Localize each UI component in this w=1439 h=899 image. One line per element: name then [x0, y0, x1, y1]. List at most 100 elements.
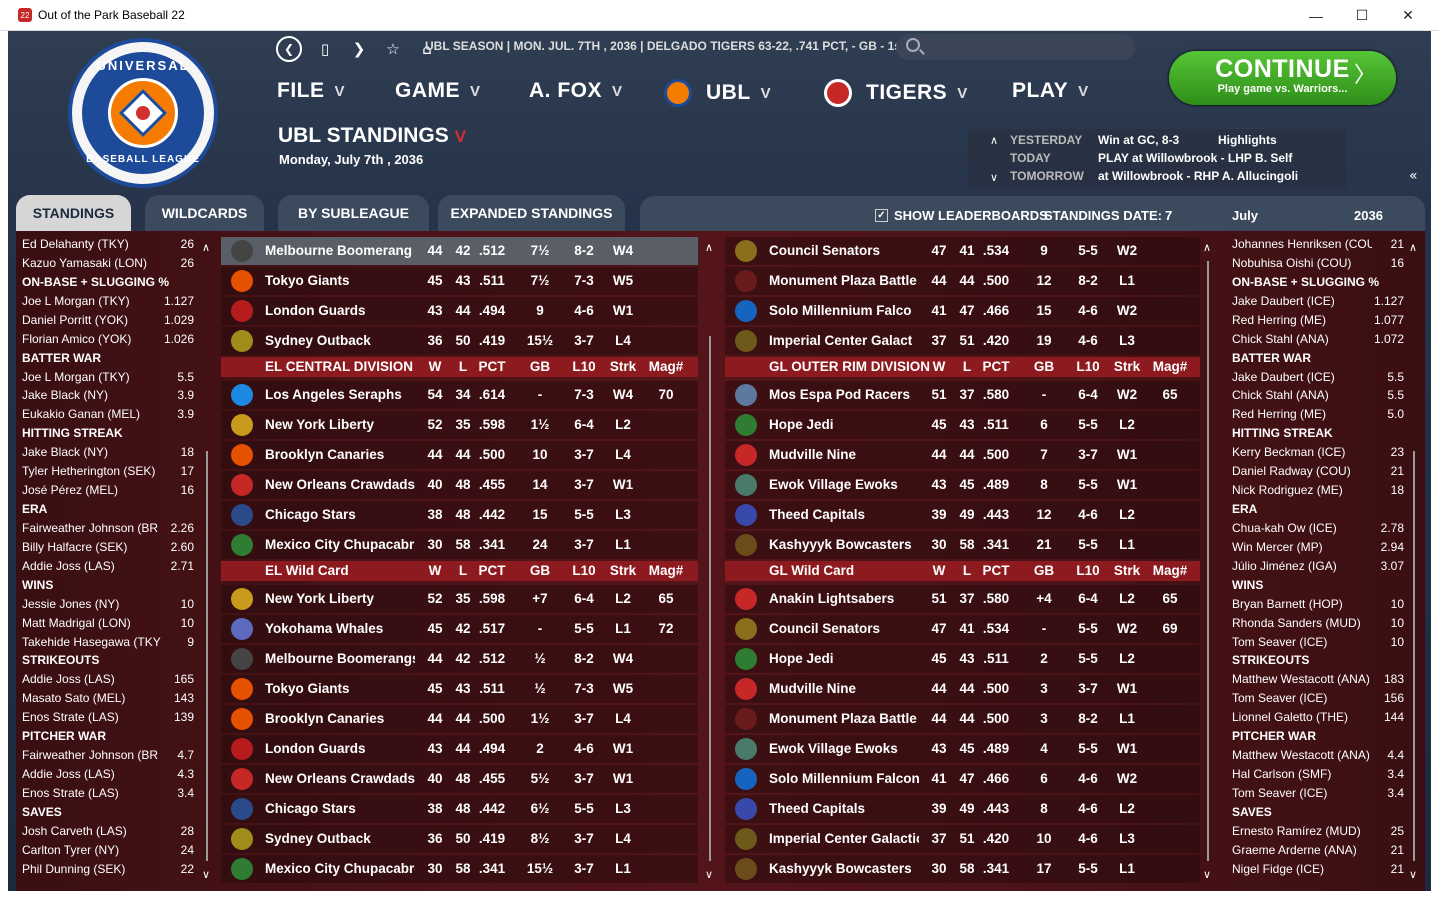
team-row[interactable]: Brooklyn Canaries 44 44 .500 10 3-7 L4 [221, 441, 698, 469]
team-row[interactable]: Council Senators 47 41 .534 9 5-5 W2 [725, 237, 1200, 265]
team-row[interactable]: Tokyo Giants 45 43 .511 ½ 7-3 W5 [221, 675, 698, 703]
team-row[interactable]: Hope Jedi 45 43 .511 6 5-5 L2 [725, 411, 1200, 439]
leader-entry[interactable]: Tom Seaver (ICE) 156 [1232, 691, 1404, 709]
team-row[interactable]: Theed Capitals 39 49 .443 8 4-6 L2 [725, 795, 1200, 823]
leader-entry[interactable]: Tyler Hetherington (SEK) 17 [22, 464, 194, 482]
team-row[interactable]: Imperial Center Galact 37 51 .420 19 4-6 L3 [725, 327, 1200, 355]
column-header[interactable]: L10 [572, 563, 596, 578]
team-row[interactable]: Mexico City Chupacabr 30 58 .341 24 3-7 L1 [221, 531, 698, 559]
team-name[interactable]: Mexico City Chupacabres [265, 861, 415, 876]
column-header[interactable]: W [932, 359, 946, 374]
home-icon[interactable]: ⌂ [422, 40, 432, 58]
leader-entry[interactable]: Jake Daubert (ICE) 5.5 [1232, 370, 1404, 388]
team-row[interactable]: Chicago Stars 38 48 .442 6½ 5-5 L3 [221, 795, 698, 823]
leader-entry[interactable]: Jake Black (NY) 18 [22, 445, 194, 463]
team-row[interactable]: Sydney Outback 36 50 .419 8½ 3-7 L4 [221, 825, 698, 853]
team-row[interactable]: Chicago Stars 38 48 .442 15 5-5 L3 [221, 501, 698, 529]
team-row[interactable]: Tokyo Giants 45 43 .511 7½ 7-3 W5 [221, 267, 698, 295]
team-name[interactable]: Kashyyyk Bowcasters [769, 537, 912, 552]
date-month-select[interactable]: July [1232, 208, 1259, 223]
team-row[interactable]: Hope Jedi 45 43 .511 2 5-5 L2 [725, 645, 1200, 673]
leader-entry[interactable]: Johannes Henriksen (COU 21 [1232, 237, 1404, 255]
team-name[interactable]: Anakin Lightsabers [769, 591, 895, 606]
leader-entry[interactable]: Addie Joss (LAS) 165 [22, 672, 194, 690]
team-name[interactable]: London Guards [265, 741, 366, 756]
column-header[interactable]: L10 [1076, 563, 1100, 578]
team-name[interactable]: Imperial Center Galactic Al [769, 831, 919, 846]
tab-wildcards[interactable]: WILDCARDS [145, 195, 264, 231]
column-header[interactable]: L10 [572, 359, 596, 374]
close-button[interactable]: ✕ [1402, 7, 1414, 23]
leader-entry[interactable]: Chick Stahl (ANA) 5.5 [1232, 388, 1404, 406]
team-row[interactable]: London Guards 43 44 .494 9 4-6 W1 [221, 297, 698, 325]
team-row[interactable]: New Orleans Crawdads 40 48 .455 5½ 3-7 W1 [221, 765, 698, 793]
leader-entry[interactable]: Hal Carlson (SMF) 3.4 [1232, 767, 1404, 785]
leader-entry[interactable]: Daniel Porritt (YOK) 1.029 [22, 313, 194, 331]
column-header[interactable]: GB [1033, 359, 1055, 374]
tab-expanded-standings[interactable]: EXPANDED STANDINGS [438, 195, 625, 231]
team-name[interactable]: Yokohama Whales [265, 621, 384, 636]
team-name[interactable]: Sydney Outback [265, 831, 371, 846]
page-title[interactable]: UBL STANDINGS V [278, 124, 467, 147]
team-name[interactable]: Mexico City Chupacabr [265, 537, 415, 552]
team-row[interactable]: Melbourne Boomerang 44 42 .512 7½ 8-2 W4 [221, 237, 698, 265]
continue-button[interactable]: CONTINUE Play game vs. Warriors... 〉 [1169, 51, 1396, 105]
team-row[interactable]: Melbourne Boomerangs 44 42 .512 ½ 8-2 W4 [221, 645, 698, 673]
team-row[interactable]: Los Angeles Seraphs 54 34 .614 - 7-3 W4 70 [221, 381, 698, 409]
leader-entry[interactable]: Eukakio Ganan (MEL) 3.9 [22, 407, 194, 425]
team-name[interactable]: Brooklyn Canaries [265, 447, 385, 462]
menu-file[interactable]: FILE V [277, 79, 346, 102]
leader-entry[interactable]: Júlio Jiménez (IGA) 3.07 [1232, 559, 1404, 577]
leader-entry[interactable]: Carlton Tyrer (NY) 24 [22, 843, 194, 861]
maximize-button[interactable]: ☐ [1355, 7, 1369, 23]
leader-entry[interactable]: Lionnel Galetto (THE) 144 [1232, 710, 1404, 728]
leader-entry[interactable]: Takehide Hasegawa (TKY 9 [22, 635, 194, 653]
leader-entry[interactable]: Addie Joss (LAS) 4.3 [22, 767, 194, 785]
leader-entry[interactable]: Matt Madrigal (LON) 10 [22, 616, 194, 634]
team-name[interactable]: Brooklyn Canaries [265, 711, 385, 726]
leader-entry[interactable]: Jake Daubert (ICE) 1.127 [1232, 294, 1404, 312]
team-name[interactable]: New York Liberty [265, 591, 375, 606]
leader-entry[interactable]: Win Mercer (MP) 2.94 [1232, 540, 1404, 558]
team-name[interactable]: Sydney Outback [265, 333, 371, 348]
team-name[interactable]: New York Liberty [265, 417, 375, 432]
leader-entry[interactable]: Red Herring (ME) 1.077 [1232, 313, 1404, 331]
team-row[interactable]: New York Liberty 52 35 .598 1½ 6-4 L2 [221, 411, 698, 439]
leader-entry[interactable]: Josh Carveth (LAS) 28 [22, 824, 194, 842]
gl-table-scrollbar[interactable]: ∧ ∨ [1203, 241, 1213, 881]
column-header[interactable]: GB [1033, 563, 1055, 578]
column-header[interactable]: PCT [982, 563, 1010, 578]
team-name[interactable]: Tokyo Giants [265, 273, 350, 288]
team-row[interactable]: Kashyyyk Bowcasters 30 58 .341 17 5-5 L1 [725, 855, 1200, 883]
leader-entry[interactable]: Billy Halfacre (SEK) 2.60 [22, 540, 194, 558]
team-row[interactable]: Kashyyyk Bowcasters 30 58 .341 21 5-5 L1 [725, 531, 1200, 559]
leader-entry[interactable]: Chua-kah Ow (ICE) 2.78 [1232, 521, 1404, 539]
team-name[interactable]: Solo Millennium Falco [769, 303, 912, 318]
team-name[interactable]: New Orleans Crawdads [265, 771, 415, 786]
column-header[interactable]: Strk [609, 563, 637, 578]
team-row[interactable]: Theed Capitals 39 49 .443 12 4-6 L2 [725, 501, 1200, 529]
team-row[interactable]: Brooklyn Canaries 44 44 .500 1½ 3-7 L4 [221, 705, 698, 733]
column-header[interactable]: W [932, 563, 946, 578]
team-name[interactable]: Council Senators [769, 621, 881, 636]
tab-by-subleague[interactable]: BY SUBLEAGUE [278, 195, 429, 231]
column-header[interactable]: Mag# [648, 563, 684, 578]
column-header[interactable]: GB [529, 359, 551, 374]
team-name[interactable]: Ewok Village Ewoks [769, 477, 898, 492]
team-row[interactable]: Yokohama Whales 45 42 .517 - 5-5 L1 72 [221, 615, 698, 643]
team-name[interactable]: Kashyyyk Bowcasters [769, 861, 912, 876]
team-row[interactable]: New York Liberty 52 35 .598 +7 6-4 L2 65 [221, 585, 698, 613]
column-header[interactable]: Strk [609, 359, 637, 374]
team-name[interactable]: Melbourne Boomerangs [265, 651, 415, 666]
team-row[interactable]: Ewok Village Ewoks 43 45 .489 8 5-5 W1 [725, 471, 1200, 499]
team-row[interactable]: London Guards 43 44 .494 2 4-6 W1 [221, 735, 698, 763]
date-year-select[interactable]: 2036 [1354, 208, 1383, 223]
team-name[interactable]: Chicago Stars [265, 507, 356, 522]
leader-entry[interactable]: Nigel Fidge (ICE) 21 [1232, 862, 1404, 880]
leader-entry[interactable]: Enos Strate (LAS) 3.4 [22, 786, 194, 804]
right-leaderboard-scrollbar[interactable]: ∧ ∨ [1409, 241, 1419, 881]
leader-entry[interactable]: Joe L Morgan (TKY) 5.5 [22, 370, 194, 388]
team-name[interactable]: Hope Jedi [769, 417, 834, 432]
star-icon[interactable]: ☆ [386, 40, 400, 58]
team-row[interactable]: Ewok Village Ewoks 43 45 .489 4 5-5 W1 [725, 735, 1200, 763]
